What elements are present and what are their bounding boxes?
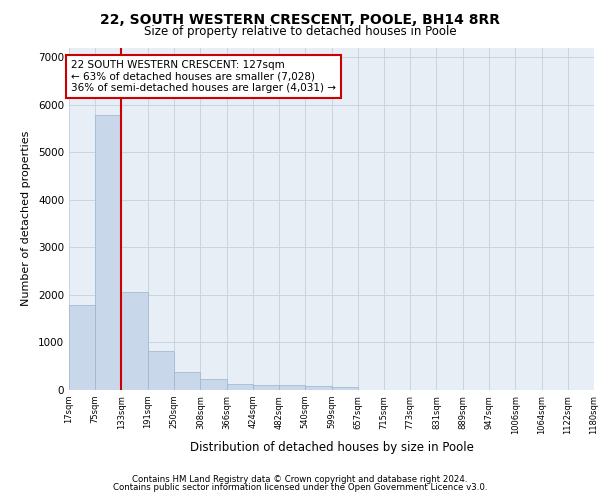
Bar <box>279 385 305 390</box>
Bar <box>200 378 227 390</box>
Text: Contains public sector information licensed under the Open Government Licence v3: Contains public sector information licen… <box>113 484 487 492</box>
Bar <box>148 351 174 390</box>
Bar <box>227 384 253 390</box>
Bar <box>121 292 148 390</box>
Y-axis label: Number of detached properties: Number of detached properties <box>21 131 31 306</box>
Bar <box>253 385 279 390</box>
Text: 22, SOUTH WESTERN CRESCENT, POOLE, BH14 8RR: 22, SOUTH WESTERN CRESCENT, POOLE, BH14 … <box>100 12 500 26</box>
Bar <box>95 115 121 390</box>
Text: Contains HM Land Registry data © Crown copyright and database right 2024.: Contains HM Land Registry data © Crown c… <box>132 475 468 484</box>
Bar <box>332 387 358 390</box>
Bar <box>174 372 200 390</box>
Text: 22 SOUTH WESTERN CRESCENT: 127sqm
← 63% of detached houses are smaller (7,028)
3: 22 SOUTH WESTERN CRESCENT: 127sqm ← 63% … <box>71 60 336 93</box>
Text: Size of property relative to detached houses in Poole: Size of property relative to detached ho… <box>143 25 457 38</box>
Bar <box>69 306 95 390</box>
Bar <box>305 386 332 390</box>
X-axis label: Distribution of detached houses by size in Poole: Distribution of detached houses by size … <box>190 441 473 454</box>
